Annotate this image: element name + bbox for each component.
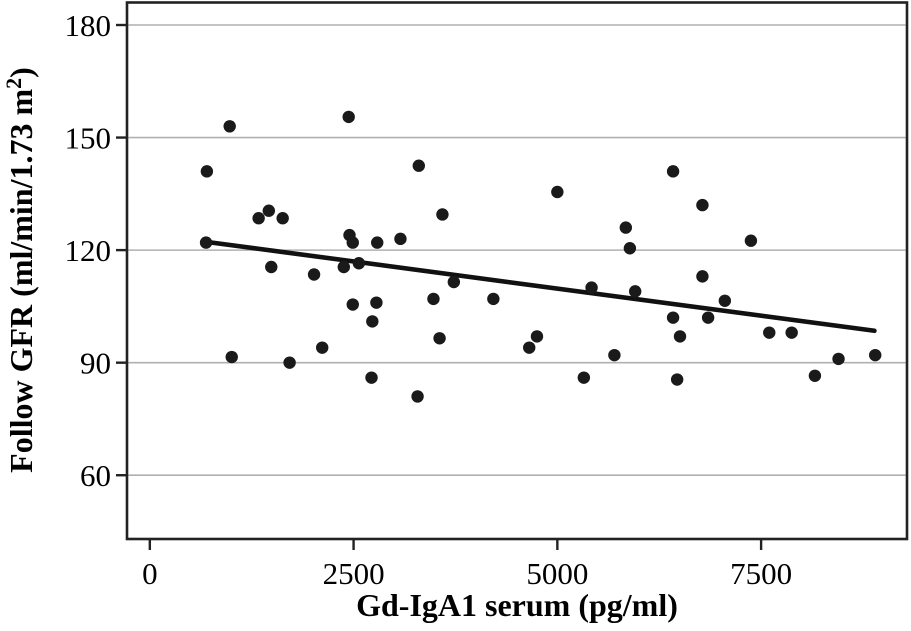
y-axis-title-close: ) bbox=[3, 67, 39, 78]
x-tick-label: 5000 bbox=[526, 556, 588, 591]
y-tick-label: 90 bbox=[80, 346, 111, 381]
data-point bbox=[370, 296, 383, 309]
data-point bbox=[433, 332, 446, 345]
y-tick-label: 120 bbox=[65, 233, 112, 268]
data-point bbox=[608, 348, 621, 362]
data-point bbox=[763, 326, 776, 339]
x-tick-label: 2500 bbox=[323, 556, 385, 591]
data-point bbox=[577, 371, 591, 384]
data-point bbox=[832, 352, 845, 366]
data-point bbox=[262, 204, 276, 217]
data-point bbox=[628, 285, 642, 298]
data-point bbox=[265, 260, 278, 274]
gridlines bbox=[128, 24, 906, 477]
data-point bbox=[436, 208, 449, 221]
data-point bbox=[371, 236, 384, 249]
data-point bbox=[225, 350, 238, 364]
data-point bbox=[696, 198, 709, 212]
data-point bbox=[666, 165, 680, 178]
y-axis: 60 90 120 150 180 bbox=[65, 8, 127, 493]
y-axis-title-main: Follow GFR (ml/min/1.73 m bbox=[3, 89, 39, 473]
data-point bbox=[283, 356, 296, 369]
data-point bbox=[869, 348, 882, 362]
y-axis-title: Follow GFR (ml/min/1.73 m2) bbox=[1, 67, 39, 473]
data-point bbox=[701, 311, 715, 324]
x-axis-title: Gd-IgA1 serum (pg/ml) bbox=[356, 587, 678, 623]
data-point bbox=[337, 260, 351, 274]
data-point bbox=[365, 371, 378, 384]
data-point bbox=[619, 221, 633, 234]
data-point bbox=[447, 275, 461, 289]
data-point bbox=[744, 234, 758, 247]
data-point bbox=[551, 185, 564, 199]
data-point bbox=[530, 330, 544, 343]
y-tick-label: 150 bbox=[65, 121, 112, 156]
data-point bbox=[411, 390, 424, 403]
data-point bbox=[352, 257, 366, 270]
data-point bbox=[316, 341, 329, 354]
data-point bbox=[696, 270, 709, 283]
x-axis: 0 2500 5000 7500 bbox=[142, 539, 792, 591]
data-point bbox=[199, 236, 213, 249]
data-point bbox=[673, 330, 687, 343]
data-points bbox=[199, 110, 882, 403]
data-point bbox=[252, 212, 265, 225]
data-point bbox=[623, 242, 637, 255]
data-point bbox=[427, 292, 440, 306]
data-point bbox=[394, 232, 407, 246]
data-point bbox=[670, 373, 684, 386]
data-point bbox=[342, 110, 355, 124]
data-point bbox=[487, 292, 500, 306]
data-point bbox=[808, 369, 822, 382]
y-tick-label: 180 bbox=[65, 8, 112, 43]
data-point bbox=[200, 165, 214, 178]
y-tick-label: 60 bbox=[80, 458, 111, 493]
data-point bbox=[666, 311, 680, 324]
plot-frame bbox=[125, 1, 909, 541]
data-point bbox=[366, 315, 379, 328]
data-point bbox=[346, 236, 359, 249]
y-axis-title-superscript: 2 bbox=[1, 78, 26, 89]
data-point bbox=[223, 120, 236, 133]
x-tick-label: 7500 bbox=[730, 556, 792, 591]
data-point bbox=[346, 298, 359, 311]
data-point bbox=[307, 268, 321, 281]
data-point bbox=[785, 326, 798, 339]
x-tick-label: 0 bbox=[142, 556, 158, 591]
data-point bbox=[718, 294, 732, 307]
data-point bbox=[585, 281, 598, 294]
trend-line bbox=[204, 239, 877, 334]
data-point bbox=[523, 341, 536, 354]
data-point bbox=[412, 159, 425, 172]
data-point bbox=[276, 212, 289, 225]
